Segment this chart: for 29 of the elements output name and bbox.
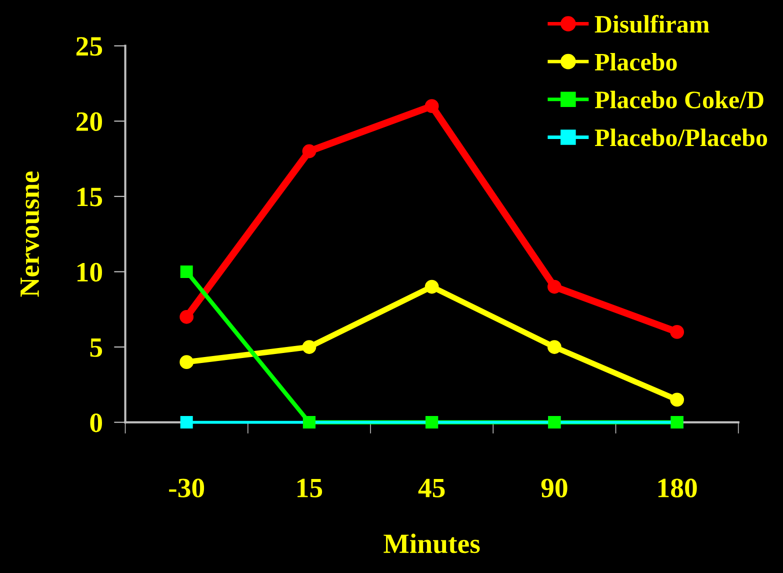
point — [302, 340, 316, 354]
x-axis-title: Minutes — [384, 534, 480, 554]
point — [302, 144, 316, 158]
point — [180, 265, 193, 278]
x-tick-label: 45 — [418, 478, 445, 498]
point — [180, 310, 194, 324]
y-tick-label: 20 — [76, 112, 102, 132]
point — [670, 392, 684, 407]
point — [547, 340, 562, 354]
legend-label: Placebo Coke/D — [594, 90, 764, 108]
legend-label: Placebo — [594, 52, 677, 71]
y-tick-label: 25 — [76, 37, 102, 56]
point — [180, 355, 194, 370]
point — [670, 325, 684, 339]
y-axis-title: Nervousne — [20, 172, 40, 297]
legend-label: Placebo/Placebo — [594, 128, 768, 146]
point — [180, 416, 193, 429]
y-tick-label: 15 — [78, 188, 102, 206]
point — [424, 99, 439, 114]
point — [547, 280, 562, 294]
x-tick-label: 15 — [298, 478, 322, 498]
point — [424, 280, 439, 294]
x-tick-label: 90 — [541, 478, 568, 498]
legend-label: Disulfiram — [594, 14, 710, 33]
x-tick-label: 180 — [658, 478, 697, 498]
y-tick-label: 10 — [78, 262, 102, 282]
y-tick-label: 5 — [90, 338, 102, 357]
y-tick-label: 0 — [90, 413, 102, 432]
x-tick-label: -30 — [169, 478, 204, 498]
